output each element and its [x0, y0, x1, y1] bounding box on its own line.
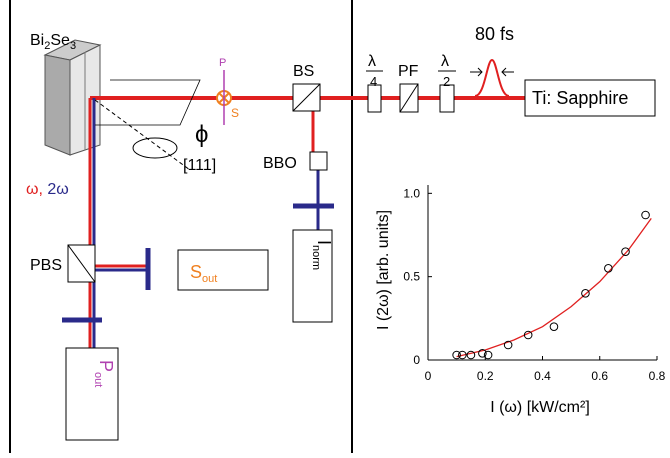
- fit-curve: [456, 217, 652, 358]
- data-point: [466, 350, 476, 360]
- data-point: [478, 349, 487, 358]
- pulse-label: 80 fs: [475, 24, 514, 44]
- data-point: [483, 350, 493, 360]
- setup-diagram: Bi2Se3 P S BS λ 4 PF λ 2 80 fs Ti: Sapph…: [9, 0, 656, 453]
- qwp-lambda: λ: [368, 53, 376, 70]
- p-out-label: Pout: [92, 360, 116, 387]
- data-point: [549, 322, 559, 331]
- x-tick-label: 0.6: [591, 369, 608, 383]
- data-point: [458, 350, 467, 360]
- y-tick-label: 0: [413, 353, 420, 367]
- qwp-denominator: 4: [370, 74, 377, 89]
- hwp-lambda: λ: [441, 53, 449, 70]
- data-point: [641, 210, 650, 220]
- pf-label: PF: [398, 63, 419, 80]
- data-point: [581, 289, 590, 298]
- data-point: [621, 247, 630, 256]
- bs-label: BS: [293, 63, 314, 80]
- sample-label: Bi2Se3: [30, 32, 76, 52]
- axis-label: [111]: [183, 157, 216, 174]
- hwp-denominator: 2: [443, 74, 450, 89]
- s-out-label: Sout: [190, 262, 217, 285]
- data-point: [523, 330, 533, 340]
- pbs-label: PBS: [30, 257, 62, 274]
- omega-label: ω, 2ω: [26, 181, 69, 198]
- y-tick-label: 1.0: [403, 186, 420, 200]
- i-norm-label: Inorm: [310, 240, 334, 270]
- x-tick-label: 0.2: [477, 369, 494, 383]
- x-tick-label: 0.4: [534, 369, 551, 383]
- phi-label: ϕ: [195, 121, 208, 148]
- bbo-label: BBO: [263, 155, 297, 172]
- data-point: [503, 340, 513, 350]
- s-label: S: [231, 106, 239, 120]
- inset-chart: I (ω) [kW/cm²] I (2ω) [arb. units] 0 0.2 0…: [375, 185, 666, 416]
- y-axis-title: I (2ω) [arb. units]: [375, 210, 392, 330]
- y-tick-label: 0.5: [403, 270, 420, 284]
- data-point: [452, 350, 461, 360]
- x-tick-label: 0: [425, 369, 432, 383]
- x-axis-title: I (ω) [kW/cm²]: [490, 399, 590, 416]
- laser-label: Ti: Sapphire: [532, 88, 628, 108]
- p-label: P: [219, 57, 226, 69]
- data-point: [604, 264, 613, 273]
- x-tick-label: 0.8: [649, 369, 666, 383]
